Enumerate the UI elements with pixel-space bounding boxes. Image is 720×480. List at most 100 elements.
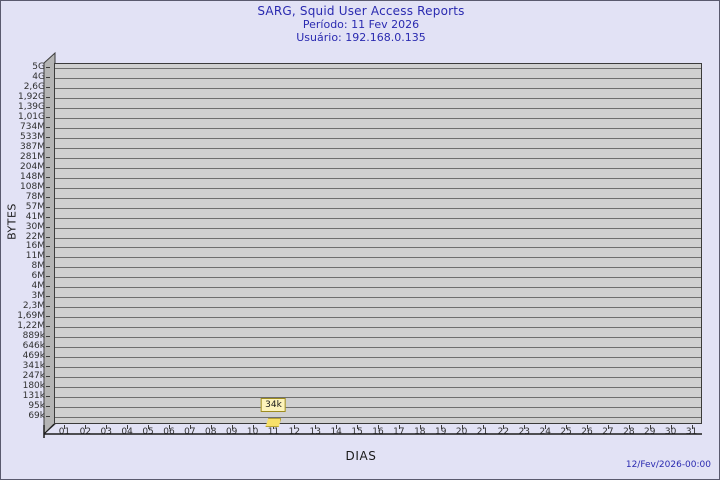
gridline — [55, 167, 701, 169]
y-axis-tick-mark — [46, 246, 50, 248]
report-user: Usuário: 192.168.0.135 — [296, 31, 426, 44]
y-axis-tick-mark — [46, 306, 50, 308]
gridline — [55, 257, 701, 259]
x-axis-tick-label: 20 — [455, 427, 468, 437]
y-axis-tick-mark — [46, 116, 50, 118]
x-axis-tick-mark — [378, 425, 379, 429]
x-axis-tick-mark — [294, 425, 296, 429]
report-period: Período: 11 Fev 2026 — [302, 18, 420, 31]
y-axis-title: BYTES — [5, 203, 19, 240]
y-axis-tick-label: 1,39G — [17, 101, 45, 112]
x-axis-tick-mark — [127, 425, 129, 429]
x-axis-tick-mark — [357, 425, 359, 429]
x-axis-tick-label: 27 — [602, 427, 614, 437]
y-axis-tick-mark — [46, 256, 50, 258]
gridline — [55, 77, 701, 79]
y-axis-ticks: 5G 4G 2,6G 1,92G 1,39G 1,01G 734M 533M 387M 281M 2… — [1, 1, 50, 479]
x-axis-tick-mark — [566, 425, 568, 429]
y-axis-tick-label: 1,69M — [17, 311, 45, 322]
gridline — [55, 347, 701, 349]
x-axis-tick-label: 01 — [58, 427, 71, 437]
gridline — [55, 327, 701, 329]
gridline — [55, 107, 701, 109]
y-axis-tick-mark — [46, 146, 50, 148]
y-axis-tick-mark — [46, 67, 50, 68]
y-axis-tick-mark — [46, 206, 50, 208]
x-axis-tick-label: 04 — [121, 427, 133, 437]
x-axis-title: DIAS — [345, 449, 377, 463]
x-axis-tick-label: 07 — [184, 427, 196, 437]
y-axis-tick-label: 30M — [25, 221, 45, 232]
y-axis-tick-mark — [46, 326, 50, 328]
x-axis-tick-mark — [587, 425, 589, 429]
x-axis-tick-mark — [252, 425, 254, 429]
gridline — [55, 147, 701, 149]
y-axis-tick-label: 1,22M — [17, 321, 45, 332]
x-axis-tick-mark — [106, 425, 108, 429]
x-axis-tick-mark — [461, 425, 463, 429]
x-axis-tick-mark — [607, 425, 609, 429]
gridline — [55, 157, 701, 159]
x-axis-tick-mark — [670, 425, 672, 429]
y-axis-tick-mark — [46, 376, 50, 378]
data-value-label: 34k — [261, 398, 286, 412]
x-axis-tick-label: 19 — [434, 427, 447, 437]
y-axis-tick-label: 5G — [32, 62, 45, 72]
y-axis-tick-label: 2,6G — [23, 81, 45, 92]
gridline — [55, 237, 701, 239]
y-axis-tick-label: 131k — [22, 391, 45, 402]
y-axis-tick-mark — [46, 226, 50, 228]
gridline — [55, 267, 701, 269]
y-axis-tick-label: 341k — [22, 361, 45, 372]
gridline — [55, 287, 701, 289]
gridline — [55, 187, 701, 189]
x-axis-tick-label: 18 — [414, 427, 426, 437]
y-axis-tick-mark — [46, 136, 50, 138]
y-axis-tick-label: 247k — [22, 371, 45, 382]
gridline — [55, 317, 701, 319]
y-axis-tick-label: 148M — [20, 171, 45, 182]
x-axis-tick-mark — [210, 425, 212, 429]
x-axis-tick-mark — [398, 425, 400, 429]
y-axis-tick-mark — [46, 106, 50, 108]
x-axis-tick-mark — [419, 425, 421, 429]
x-axis-tick-label: 16 — [372, 427, 384, 437]
x-axis-tick-mark — [85, 425, 87, 429]
x-axis-tick-mark — [691, 425, 693, 429]
y-axis-tick-mark — [46, 196, 50, 198]
y-axis-tick-label: 204M — [20, 161, 45, 172]
y-axis-tick-label: 11M — [25, 251, 45, 262]
y-axis-tick-label: 57M — [25, 201, 45, 212]
x-axis-tick-label: 24 — [539, 427, 551, 437]
x-axis-tick-label: 06 — [163, 427, 175, 437]
y-axis-tick-mark — [46, 266, 50, 268]
y-axis-tick-mark — [46, 216, 50, 218]
gridline — [55, 117, 701, 119]
y-axis-tick-label: 4M — [31, 281, 46, 292]
gridline — [55, 68, 701, 69]
gridline — [55, 87, 701, 89]
x-axis-tick-mark — [649, 425, 651, 429]
y-axis-tick-label: 646k — [22, 341, 45, 352]
y-axis-tick-mark — [46, 236, 50, 238]
y-axis-tick-mark — [46, 336, 50, 338]
y-axis-tick-mark — [46, 96, 50, 98]
gridline — [55, 407, 701, 409]
gridline — [55, 217, 701, 219]
x-axis-tick-label: 03 — [100, 427, 112, 437]
x-axis-tick-label: 09 — [225, 427, 238, 437]
gridline — [55, 417, 701, 418]
y-axis-tick-label: 533M — [20, 131, 45, 142]
x-axis-tick-label: 28 — [623, 427, 635, 437]
y-axis-tick-label: 6M — [31, 271, 46, 282]
x-axis-tick-label: 10 — [246, 427, 259, 437]
y-axis-tick-label: 387M — [20, 141, 45, 152]
gridline — [55, 127, 701, 129]
x-axis-tick-label: 13 — [309, 427, 321, 437]
gridline — [55, 377, 701, 379]
gridline — [55, 197, 701, 199]
x-axis-tick-label: 30 — [664, 427, 677, 437]
y-axis-tick-mark — [46, 286, 50, 288]
